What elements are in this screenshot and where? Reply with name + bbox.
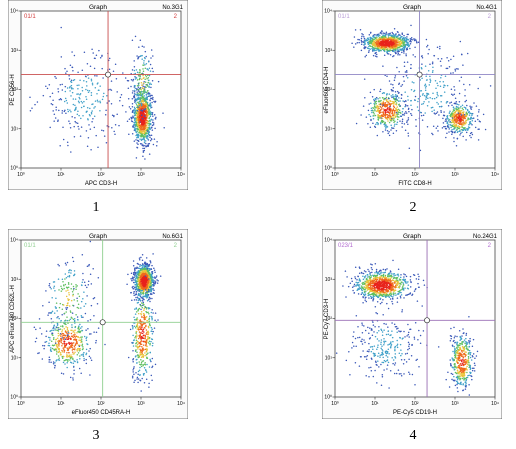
cell-population-3 [34,287,106,381]
cell-population-2 [127,35,164,132]
cell-population-3 [29,26,165,153]
gate-number: 2 [488,14,492,20]
caption-4: 4 [409,428,417,443]
plot-title: Graph [403,4,421,11]
flow-plot-3: Graph No.6G1 01/1 2 10⁰ 10¹ 10² 10³ 10⁴ 10⁰ 10… [8,229,188,419]
y-tick-label: 10⁴ [10,238,18,244]
gate-number: 2 [174,14,178,20]
gate-label: 023/1 [338,243,354,249]
y-tick-label: 10⁰ [10,166,18,172]
x-tick-label: 10⁰ [331,401,339,407]
x-tick-label: 10¹ [371,401,379,407]
cell-population-1 [351,29,428,58]
x-tick-label: 10³ [137,401,145,407]
y-tick-label: 10¹ [11,355,19,361]
plot-panel-2: Graph No.4G1 01/1 2 10⁰ 10¹ 10² 10³ 10⁴ 10⁰ 10… [322,0,502,190]
y-axis-label: PE-Cy7 CD3-H [324,299,330,340]
x-tick-label: 10¹ [371,172,379,178]
y-tick-label: 10⁴ [10,9,18,15]
x-axis-label: FITC CD8-H [398,181,431,187]
gate-label: 01/1 [24,243,36,249]
plot-title: Graph [89,4,107,11]
x-tick-label: 10⁴ [491,172,499,178]
plot-id: No.24G1 [473,234,498,240]
x-tick-label: 10² [411,172,419,178]
caption-2: 2 [409,200,417,215]
y-tick-label: 10¹ [325,126,333,132]
y-tick-label: 10³ [325,48,333,54]
y-axis-label: APC eFluor780 CD62L-H [10,285,16,353]
y-tick-label: 10⁰ [10,395,18,401]
x-tick-label: 10³ [451,172,459,178]
gate-number: 2 [488,243,492,249]
y-tick-label: 10² [325,87,333,93]
gate-number: 2 [174,243,178,249]
cell-population-2 [445,315,479,396]
y-tick-label: 10³ [11,277,19,283]
y-axis-label: PE CD56-H [10,74,16,105]
plot-id: No.3G1 [162,5,183,11]
plot-id: No.4G1 [476,5,497,11]
plot-id: No.6G1 [162,234,183,240]
cell-population-2 [127,254,159,392]
y-tick-label: 10¹ [11,126,19,132]
x-tick-label: 10² [97,401,105,407]
x-tick-label: 10⁰ [331,172,339,178]
x-axis-label: eFluor450 CD45RA-H [72,410,131,416]
y-tick-label: 10² [325,316,333,322]
x-tick-label: 10¹ [57,401,65,407]
caption-3: 3 [92,428,100,443]
y-tick-label: 10⁰ [324,166,332,172]
plot-panel-1: Graph No.3G1 01/1 2 10⁰ 10¹ 10² 10³ 10⁴ 10⁰ 10… [8,0,188,190]
x-axis-label: APC CD3-H [85,181,117,187]
y-tick-label: 10⁴ [324,238,332,244]
y-tick-label: 10² [11,87,19,93]
quadrant-gate-handle[interactable] [416,71,423,78]
x-tick-label: 10² [97,172,105,178]
cell-population-3 [335,300,440,389]
flow-plot-2: Graph No.4G1 01/1 2 10⁰ 10¹ 10² 10³ 10⁴ 10⁰ 10… [322,0,502,190]
x-tick-label: 10⁰ [17,172,25,178]
x-tick-label: 10³ [451,401,459,407]
quadrant-gate-handle[interactable] [99,319,106,326]
y-tick-label: 10¹ [325,355,333,361]
x-tick-label: 10⁴ [177,401,185,407]
y-tick-label: 10² [11,316,19,322]
plot-title: Graph [403,233,421,240]
x-tick-label: 10⁴ [491,401,499,407]
caption-1: 1 [92,200,100,215]
y-tick-label: 10³ [325,277,333,283]
x-tick-label: 10¹ [57,172,65,178]
cell-population-2 [360,77,417,137]
plot-panel-3: Graph No.6G1 01/1 2 10⁰ 10¹ 10² 10³ 10⁴ 10⁰ 10… [8,229,188,419]
flow-plot-1: Graph No.3G1 01/1 2 10⁰ 10¹ 10² 10³ 10⁴ 10⁰ 10… [8,0,188,190]
x-axis-label: PE-Cy5 CD19-H [393,410,437,416]
x-tick-label: 10⁴ [177,172,185,178]
quadrant-gate-handle[interactable] [424,317,430,324]
y-axis-label: eFluor605 CD4-H [324,66,330,113]
x-tick-label: 10⁰ [17,401,25,407]
cell-population-3 [435,92,487,147]
plot-title: Graph [89,233,107,240]
x-tick-label: 10³ [137,172,145,178]
cell-population-1 [342,259,428,308]
quadrant-gate-handle[interactable] [105,71,111,78]
gate-label: 01/1 [338,14,350,20]
flow-plot-4: Graph No.24G1 023/1 2 10⁰ 10¹ 10² 10³ 10⁴ 10⁰… [322,229,502,419]
y-tick-label: 10⁰ [324,395,332,401]
gate-label: 01/1 [24,14,36,20]
plot-panel-4: Graph No.24G1 023/1 2 10⁰ 10¹ 10² 10³ 10⁴ 10⁰… [322,229,502,419]
y-tick-label: 10³ [11,48,19,54]
y-tick-label: 10⁴ [324,9,332,15]
x-tick-label: 10² [411,401,419,407]
